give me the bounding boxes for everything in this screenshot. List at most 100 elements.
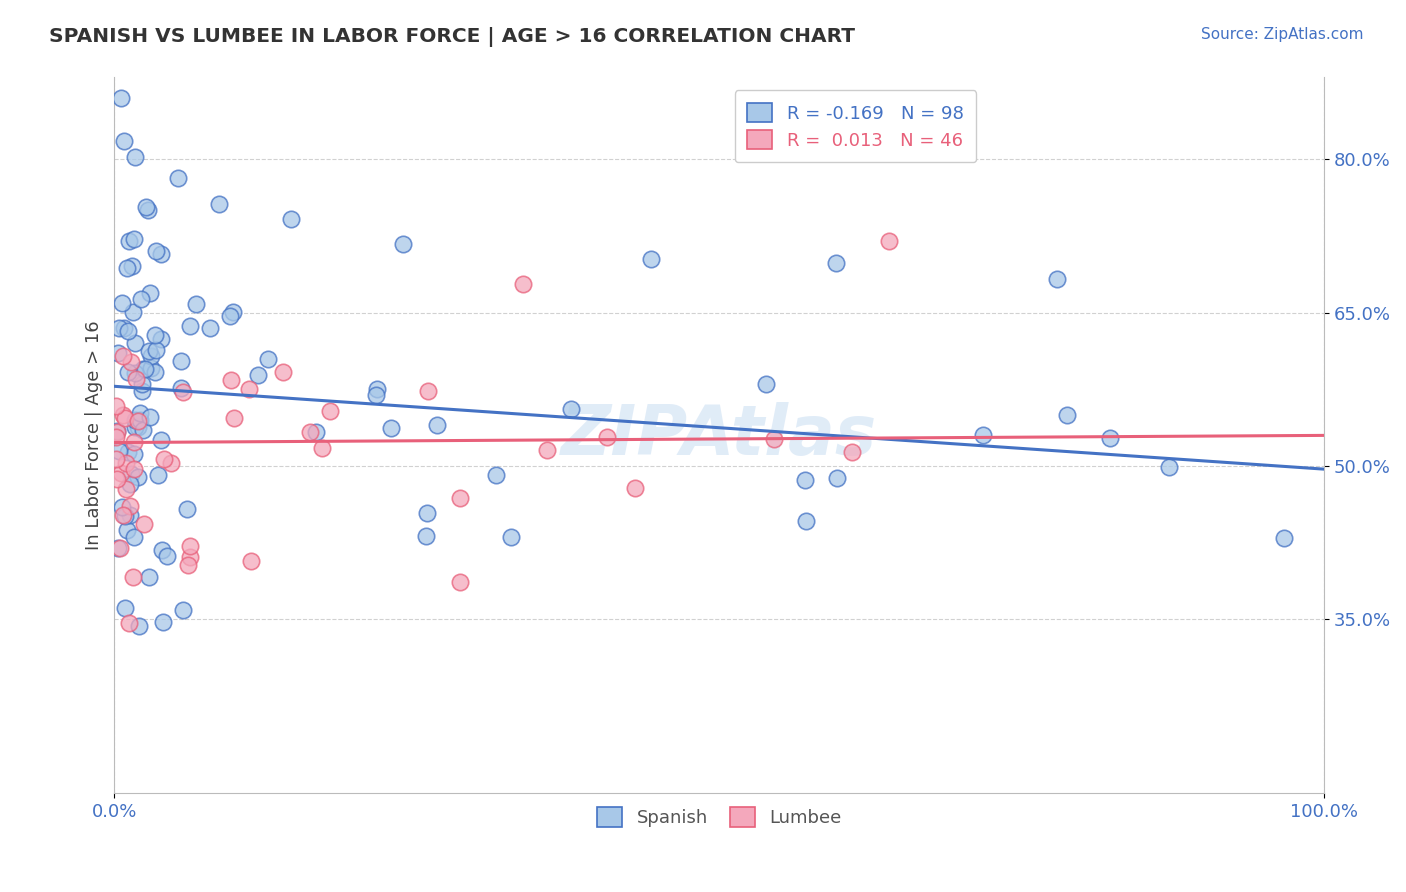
Point (877, 234, 900, 248)
Point (111, 296, 134, 310)
Point (841, 444, 863, 458)
Point (271, 365, 294, 379)
Point (238, 382, 260, 396)
Point (415, 529, 437, 543)
Point (416, 507, 439, 521)
Point (640, 252, 662, 266)
Point (134, 517, 156, 532)
Point (239, 554, 262, 568)
Point (104, 452, 127, 467)
Point (305, 425, 328, 440)
Point (117, 365, 139, 379)
Point (172, 603, 194, 617)
Point (143, 328, 166, 343)
Point (115, 261, 138, 276)
Point (112, 321, 135, 335)
Point (105, 425, 128, 439)
Point (134, 361, 156, 376)
Point (104, 399, 127, 413)
Point (105, 424, 128, 438)
Point (118, 477, 141, 491)
Text: Source: ZipAtlas.com: Source: ZipAtlas.com (1201, 27, 1364, 42)
Point (114, 456, 136, 470)
Point (560, 401, 582, 416)
Point (139, 360, 162, 375)
Point (257, 351, 280, 366)
Point (139, 409, 162, 424)
Point (124, 530, 146, 544)
Point (416, 384, 439, 399)
Point (124, 419, 146, 434)
Point (131, 377, 153, 392)
Point (172, 385, 194, 400)
Point (128, 619, 150, 633)
Point (825, 255, 848, 269)
Point (1272, 531, 1295, 545)
Point (138, 570, 160, 584)
Point (110, 466, 132, 480)
Point (108, 321, 131, 335)
Point (208, 197, 231, 211)
Point (143, 365, 166, 379)
Point (366, 382, 388, 396)
Point (122, 447, 145, 461)
Point (380, 421, 402, 435)
Point (153, 451, 176, 466)
Point (114, 509, 136, 524)
Point (111, 409, 134, 423)
Point (623, 482, 645, 496)
Point (124, 462, 146, 476)
Point (117, 445, 139, 459)
Point (794, 514, 817, 528)
Point (160, 456, 183, 470)
Point (596, 430, 619, 444)
Point (110, 91, 132, 105)
Point (107, 541, 129, 555)
Point (136, 202, 159, 217)
Point (107, 472, 129, 486)
Point (124, 336, 146, 351)
Point (127, 470, 149, 484)
Point (170, 381, 193, 395)
Point (120, 355, 142, 369)
Point (108, 444, 131, 458)
Point (449, 491, 471, 505)
Point (156, 549, 179, 563)
Point (104, 430, 127, 444)
Point (131, 384, 153, 398)
Point (318, 404, 340, 418)
Point (110, 541, 132, 555)
Point (111, 500, 134, 514)
Point (167, 171, 190, 186)
Point (122, 435, 145, 450)
Point (298, 425, 321, 439)
Point (391, 237, 413, 252)
Point (198, 320, 221, 334)
Point (536, 443, 558, 458)
Point (132, 362, 155, 376)
Point (170, 354, 193, 368)
Text: SPANISH VS LUMBEE IN LABOR FORCE | AGE > 16 CORRELATION CHART: SPANISH VS LUMBEE IN LABOR FORCE | AGE >… (49, 27, 855, 46)
Point (112, 135, 135, 149)
Point (127, 414, 149, 428)
Point (1159, 460, 1181, 475)
Point (499, 530, 522, 544)
Point (129, 292, 152, 306)
Point (280, 212, 302, 227)
Point (762, 432, 785, 446)
Point (793, 473, 815, 487)
Point (127, 420, 149, 434)
Point (972, 427, 994, 442)
Point (179, 539, 201, 553)
Point (512, 277, 534, 291)
Point (149, 247, 172, 261)
Point (139, 286, 162, 301)
Point (485, 467, 508, 482)
Point (179, 550, 201, 565)
Point (146, 468, 169, 483)
Point (138, 343, 160, 358)
Point (1046, 272, 1069, 286)
Point (124, 413, 146, 427)
Point (121, 305, 143, 319)
Point (1098, 431, 1121, 445)
